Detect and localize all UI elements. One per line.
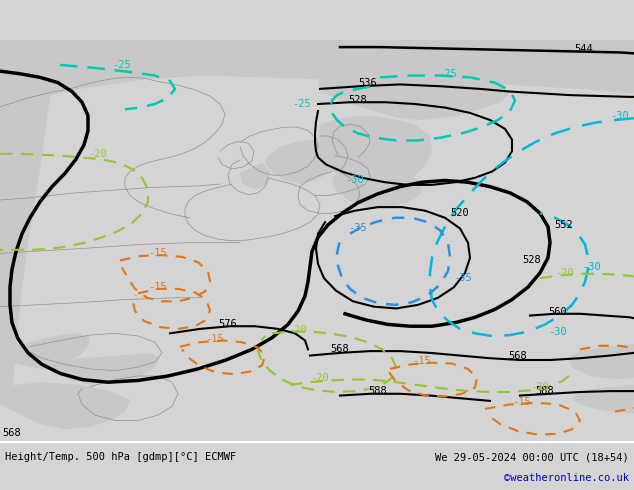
Text: -25: -25 xyxy=(292,99,311,109)
Text: -25: -25 xyxy=(112,60,131,70)
Text: 568: 568 xyxy=(508,351,527,362)
Polygon shape xyxy=(0,382,130,429)
Polygon shape xyxy=(0,333,90,369)
Text: -35: -35 xyxy=(348,223,366,233)
Text: -15: -15 xyxy=(205,334,224,343)
Text: -30: -30 xyxy=(610,111,629,122)
Text: 528: 528 xyxy=(348,96,366,105)
Text: -15: -15 xyxy=(412,356,430,366)
Text: -30: -30 xyxy=(345,175,364,185)
Text: -20: -20 xyxy=(555,268,574,278)
Text: -15: -15 xyxy=(512,397,531,407)
Text: -30: -30 xyxy=(582,262,601,271)
Text: -15: -15 xyxy=(148,282,167,292)
Text: 588: 588 xyxy=(535,386,553,396)
Text: -20: -20 xyxy=(288,325,307,335)
Text: 576: 576 xyxy=(218,319,236,329)
Text: Height/Temp. 500 hPa [gdmp][°C] ECMWF: Height/Temp. 500 hPa [gdmp][°C] ECMWF xyxy=(5,452,236,462)
Polygon shape xyxy=(568,344,634,380)
Text: -15: -15 xyxy=(148,248,167,258)
Text: -25: -25 xyxy=(438,69,456,79)
Polygon shape xyxy=(332,169,422,207)
Text: ©weatheronline.co.uk: ©weatheronline.co.uk xyxy=(504,473,629,483)
Text: We 29-05-2024 00:00 UTC (18+54): We 29-05-2024 00:00 UTC (18+54) xyxy=(436,452,629,462)
Polygon shape xyxy=(265,140,335,184)
Text: 536: 536 xyxy=(358,78,377,88)
Text: -20: -20 xyxy=(530,382,549,392)
Text: -35: -35 xyxy=(453,273,472,283)
Text: 552: 552 xyxy=(554,220,573,230)
Polygon shape xyxy=(30,353,160,385)
Text: -20: -20 xyxy=(88,149,107,159)
Text: 560: 560 xyxy=(548,307,567,317)
Text: 528: 528 xyxy=(522,255,541,266)
Polygon shape xyxy=(0,40,60,395)
Polygon shape xyxy=(0,40,634,107)
Text: 568: 568 xyxy=(330,344,349,354)
Text: -20: -20 xyxy=(310,373,329,383)
Polygon shape xyxy=(318,71,510,120)
Polygon shape xyxy=(572,385,634,414)
Text: 568: 568 xyxy=(2,428,21,438)
Text: 520: 520 xyxy=(450,208,469,219)
Text: -30: -30 xyxy=(548,326,567,337)
Text: 544: 544 xyxy=(574,44,593,54)
Text: 588: 588 xyxy=(368,386,387,396)
Polygon shape xyxy=(318,116,432,187)
Polygon shape xyxy=(240,163,270,189)
